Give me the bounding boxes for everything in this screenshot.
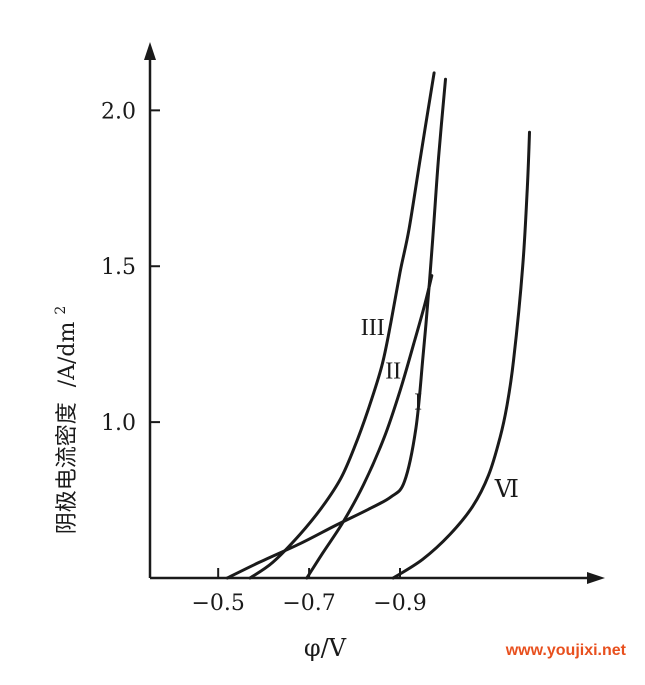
series-label-3: III	[361, 315, 385, 341]
series-line-3	[248, 71, 436, 580]
series-label-1: I	[414, 390, 422, 416]
x-tick-label: −0.7	[282, 591, 335, 616]
watermark: www.youjixi.net	[505, 642, 627, 659]
y-tick-label: 1.0	[101, 411, 136, 436]
series-label-2: II	[385, 358, 401, 384]
x-axis-title: φ/V	[304, 634, 347, 662]
series-line-2	[305, 274, 434, 580]
y-tick-label: 1.5	[101, 255, 136, 280]
x-axis-arrowhead	[587, 572, 605, 584]
series-line-4	[391, 130, 531, 580]
y-axis-title: 阴极电流密度 /A/dm 2	[53, 306, 80, 535]
chart-series	[225, 71, 531, 580]
x-tick-label: −0.5	[191, 591, 244, 616]
x-tick-label: −0.9	[373, 591, 426, 616]
chart-axes	[144, 42, 605, 584]
series-line-1	[225, 77, 447, 580]
series-label-4: Ⅵ	[494, 477, 519, 503]
y-tick-label: 2.0	[101, 99, 136, 124]
y-axis-arrowhead	[144, 42, 156, 60]
axis-ticks: 1.0 1.5 2.0 −0.5 −0.7 −0.9	[101, 99, 427, 616]
